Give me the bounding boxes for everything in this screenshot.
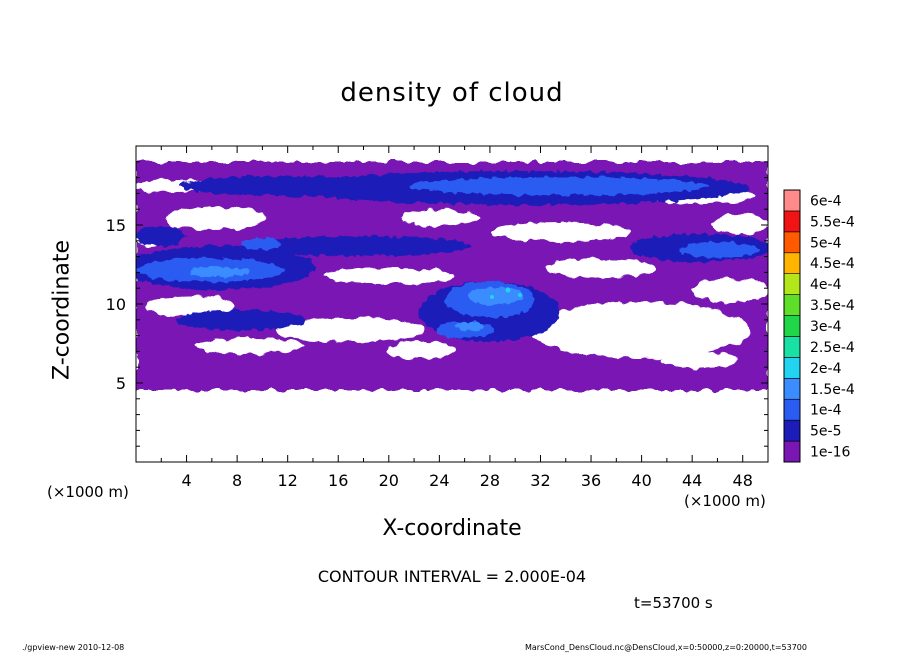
x-unit-left: (×1000 m)	[47, 483, 129, 501]
heatmap-field	[136, 162, 768, 390]
colorbar-label: 4.5e-4	[810, 256, 855, 272]
colorbar-label: 6e-4	[810, 193, 842, 209]
x-tick-label: 40	[631, 471, 651, 490]
footer-left: ./gpview-new 2010-12-08	[22, 643, 125, 652]
colorbar-swatch	[783, 294, 801, 316]
y-tick-label: 10	[106, 295, 126, 314]
contour-interval-text: CONTOUR INTERVAL = 2.000E-04	[317, 567, 587, 586]
colorbar-label: 5e-5	[810, 424, 841, 440]
colorbar-swatch	[783, 419, 801, 442]
colorbar-swatch	[783, 273, 801, 295]
contour-interval: CONTOUR INTERVAL = 2.000E-04	[0, 567, 904, 586]
colorbar-label: 3e-4	[810, 319, 842, 335]
colorbar-swatch	[783, 398, 801, 421]
x-tick-label: 48	[733, 471, 753, 490]
colorbar-label: 5.5e-4	[810, 214, 855, 230]
colorbar-swatch	[783, 336, 801, 358]
y-tick-label: 5	[116, 374, 126, 393]
x-tick-label: 44	[682, 471, 702, 490]
x-tick-label: 4	[181, 471, 191, 490]
colorbar-label: 3.5e-4	[810, 298, 855, 314]
colorbar-swatch	[783, 252, 801, 274]
x-unit-right: (×1000 m)	[684, 492, 766, 510]
colorbar-label: 1e-4	[810, 403, 842, 419]
colorbar-label: 1.5e-4	[810, 382, 855, 398]
colorbar-label: 1e-16	[810, 445, 850, 461]
x-tick-label: 20	[379, 471, 399, 490]
cloud-peak-regions	[490, 287, 522, 299]
colorbar-swatch	[783, 315, 801, 337]
x-tick-label: 16	[328, 471, 348, 490]
colorbar-swatch	[783, 189, 801, 212]
x-axis-label: X-coordinate	[0, 516, 904, 541]
colorbar-swatch	[783, 231, 801, 254]
x-tick-label: 28	[480, 471, 500, 490]
x-tick-label: 12	[278, 471, 298, 490]
y-axis-label: Z-coordinate	[49, 240, 75, 380]
x-tick-label: 36	[581, 471, 601, 490]
x-tick-label: 32	[530, 471, 550, 490]
colorbar-swatch	[783, 357, 801, 379]
colorbar: 1e-16 5e-5 1e-4 1.5e-4 2e-4 2.5e-4 3e-4 3.5e-4 4…	[783, 189, 855, 463]
colorbar-swatch	[783, 210, 801, 233]
axis-ticks	[136, 146, 768, 462]
colorbar-label: 2.5e-4	[810, 340, 855, 356]
x-tick-label: 24	[429, 471, 449, 490]
colorbar-label: 4e-4	[810, 277, 842, 293]
colorbar-frame	[783, 189, 801, 463]
footer-right: MarsCond_DensCloud.nc@DensCloud,x=0:5000…	[525, 643, 807, 652]
x-tick-label: 8	[232, 471, 242, 490]
colorbar-label: 5e-4	[810, 235, 842, 251]
y-tick-label: 15	[106, 216, 126, 235]
colorbar-label: 2e-4	[810, 361, 842, 377]
x-axis-label-text: X-coordinate	[382, 516, 522, 541]
colorbar-swatch	[783, 378, 801, 400]
time-label: t=53700 s	[634, 594, 713, 612]
colorbar-swatch	[783, 440, 801, 463]
chart-title: density of cloud	[340, 78, 564, 108]
